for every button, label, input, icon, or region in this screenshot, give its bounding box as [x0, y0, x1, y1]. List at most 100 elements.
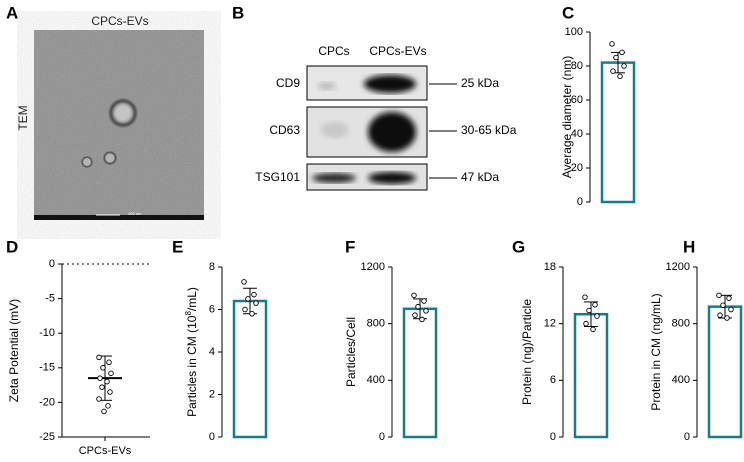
y-tick-label: 0 — [209, 431, 215, 443]
blot-image — [306, 65, 457, 191]
data-point — [590, 326, 596, 333]
tem-image: 100 nm — [34, 30, 204, 220]
y-tick-label: -5 — [45, 293, 55, 305]
y-axis-label: Average diameter (nm) — [560, 56, 574, 179]
bar — [402, 307, 438, 439]
y-tick-label: 100 — [565, 26, 583, 38]
panel-letter: G — [512, 237, 525, 256]
panel-letter: C — [562, 3, 574, 22]
y-tick-label: 8 — [209, 261, 215, 273]
data-point — [724, 315, 730, 321]
row-label: CD63 — [269, 123, 300, 137]
y-axis-label-part: Particles in CM (10 — [185, 315, 199, 417]
y-tick-label: 800 — [672, 318, 690, 330]
row-label: CD9 — [276, 76, 300, 90]
data-point — [245, 296, 251, 302]
data-point — [617, 73, 623, 79]
y-axis-label-sup: 8 — [184, 311, 193, 316]
data-point — [726, 295, 732, 301]
data-point — [423, 308, 429, 314]
y-tick-label: 0 — [684, 431, 690, 443]
y-tick-label: 1200 — [361, 261, 385, 273]
data-point — [728, 306, 734, 313]
panel-letter: B — [232, 3, 244, 22]
size-label: 47 kDa — [461, 170, 499, 184]
y-axis-label-part: /mL) — [185, 287, 199, 311]
data-point — [582, 294, 588, 300]
y-tick-label: 6 — [550, 374, 556, 386]
data-point — [586, 307, 592, 314]
y-tick-label: 12 — [544, 318, 556, 330]
data-point — [241, 279, 247, 285]
panel-letter: D — [6, 237, 18, 256]
y-axis-label-part: Zeta Potential (mV) — [7, 299, 21, 402]
data-point — [610, 68, 616, 74]
y-tick-label: 1200 — [666, 261, 690, 273]
data-point — [412, 312, 418, 318]
y-tick-label: 0 — [577, 196, 583, 208]
data-point — [619, 49, 625, 56]
y-axis-label: Protein in CM (ng/mL) — [649, 293, 663, 410]
bar — [600, 61, 636, 204]
y-tick-label: 60 — [571, 94, 583, 106]
data-point — [96, 396, 102, 402]
data-point — [104, 378, 110, 385]
data-point — [717, 312, 723, 318]
data-point — [415, 303, 421, 310]
y-tick-label: -20 — [39, 396, 55, 408]
data-point — [720, 302, 726, 309]
y-tick-label: -10 — [39, 327, 55, 339]
y-tick-label: 20 — [571, 162, 583, 174]
y-axis-label-part: Protein in CM (ng/mL) — [649, 293, 663, 410]
data-point — [419, 316, 425, 323]
y-axis-label: Particles/Cell — [344, 317, 358, 387]
data-point — [621, 63, 627, 69]
data-point — [583, 320, 589, 327]
panel-letter: A — [6, 3, 18, 22]
size-label: 30-65 kDa — [461, 123, 517, 137]
data-point — [592, 302, 598, 308]
panel-letter: F — [345, 237, 355, 256]
data-point — [107, 389, 113, 395]
data-point — [613, 54, 619, 61]
x-tick-label: CPCs-EVs — [79, 445, 132, 457]
bar — [707, 305, 743, 439]
panel-letter: E — [172, 237, 183, 256]
data-point — [421, 298, 427, 304]
y-tick-label: 400 — [367, 374, 385, 386]
y-tick-label: 0 — [49, 258, 55, 270]
y-tick-label: -25 — [39, 431, 55, 443]
y-tick-label: 6 — [209, 303, 215, 315]
y-tick-label: 18 — [544, 261, 556, 273]
data-point — [253, 300, 259, 306]
lane-label: CPCs-EVs — [369, 44, 426, 58]
data-point — [101, 408, 107, 415]
bar — [232, 299, 268, 439]
tem-label: TEM — [16, 105, 30, 130]
row-label: TSG101 — [255, 170, 300, 184]
data-point — [97, 375, 103, 381]
data-point — [100, 365, 106, 371]
data-point — [96, 354, 102, 361]
tem-title: CPCs-EVs — [91, 14, 148, 28]
y-tick-label: 4 — [209, 346, 215, 358]
data-point — [249, 311, 255, 317]
y-tick-label: 800 — [367, 318, 385, 330]
data-point — [411, 292, 417, 299]
scale-label: 100 nm — [128, 211, 142, 216]
y-axis-label-part: Protein (ng)/Particle — [520, 299, 534, 405]
bar — [573, 312, 609, 439]
y-axis-label-part: Average diameter (nm) — [560, 56, 574, 179]
y-tick-label: 400 — [672, 374, 690, 386]
y-axis-label-part: Particles/Cell — [344, 317, 358, 387]
y-axis-label: Protein (ng)/Particle — [520, 299, 534, 405]
y-tick-label: -15 — [39, 362, 55, 374]
data-point — [106, 359, 112, 366]
lane-label: CPCs — [318, 44, 349, 58]
data-point — [251, 291, 257, 298]
data-point — [99, 384, 105, 390]
y-axis-label: Particles in CM (108/mL) — [184, 287, 199, 417]
y-tick-label: 40 — [571, 128, 583, 140]
y-tick-label: 0 — [379, 431, 385, 443]
data-point — [594, 313, 600, 319]
